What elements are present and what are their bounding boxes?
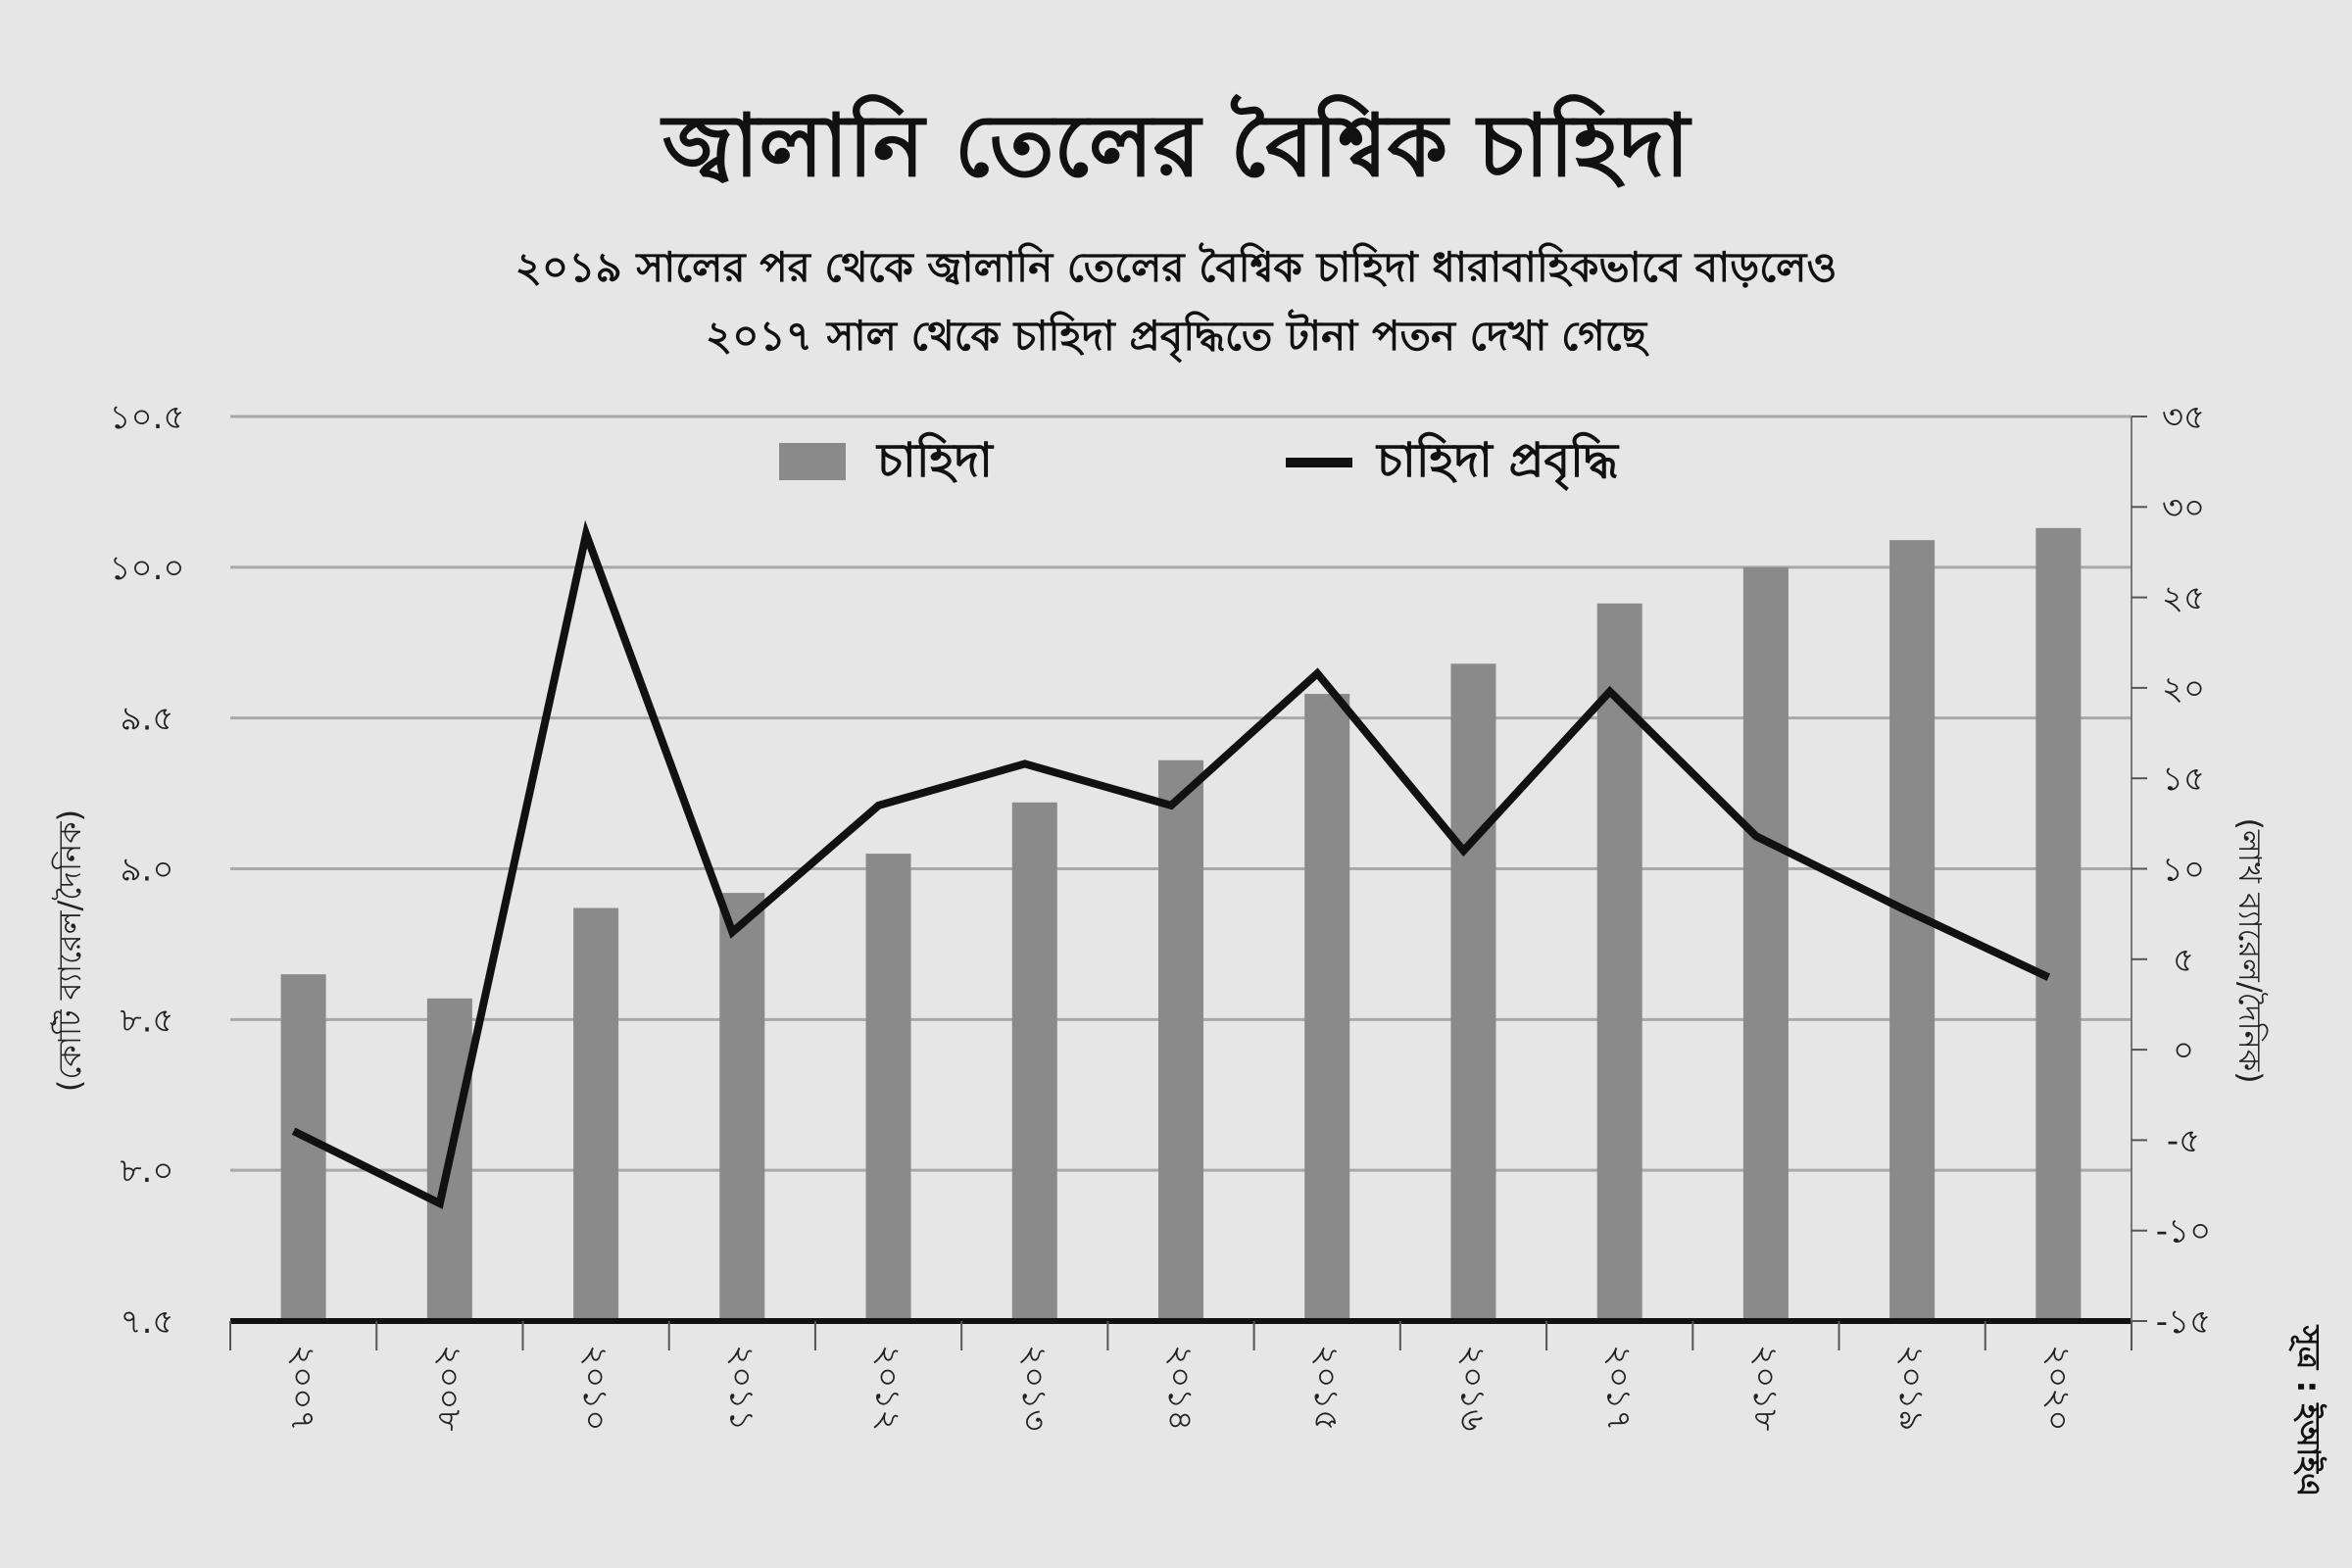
x-axis-ticks: ২০০৭ ২০০৮ ২০১০ ২০১১ ২০১২ ২০১৩ ২০১৪ ২০১৫ ২০১৬ ২০১৭…	[283, 1345, 2078, 1431]
bar-11	[1889, 540, 1936, 1321]
right-tick-label: ৩৫	[2162, 398, 2205, 437]
right-tick-label: ৫	[2173, 941, 2194, 980]
growth-line-path	[291, 519, 2051, 1209]
bar-10	[1742, 566, 1788, 1321]
chart-title: জ্বালানি তেলের বৈশ্বিক চাহিদা	[662, 95, 1690, 196]
left-tick-label: ৭.৫	[121, 1302, 174, 1342]
right-tick-label: ৩০	[2162, 488, 2205, 527]
left-tick-label: ১০.৫	[109, 398, 184, 437]
left-tick-label: ১০.০	[109, 549, 184, 588]
source-note: সূত্র : ইআইএ	[2288, 1325, 2328, 1497]
x-tick-label: ২০১১	[721, 1345, 760, 1431]
legend-label-demand: চাহিদা	[875, 432, 995, 488]
x-tick-label: ২০১২	[868, 1345, 907, 1431]
chart-subtitle-line-2: ২০১৭ সাল থেকে চাহিদা প্রবৃদ্ধিতে টানা পত…	[705, 312, 1647, 360]
right-tick-label: -৫	[2167, 1121, 2200, 1160]
legend: চাহিদা চাহিদা প্রবৃদ্ধি	[779, 432, 1620, 492]
bar-12	[2035, 527, 2082, 1321]
x-tick-label: ২০১৯	[1891, 1345, 1931, 1431]
x-tick-label: ২০১৫	[1306, 1345, 1346, 1431]
bar-8	[1450, 663, 1496, 1321]
right-axis-ticks: -১৫ -১০ -৫ ০ ৫ ১০ ১৫ ২০ ২৫ ৩০ ৩৫	[2156, 398, 2211, 1342]
left-axis-label: (কোটি ব্যারেল/দৈনিক)	[50, 809, 88, 1092]
right-tick-label: ১৫	[2162, 760, 2205, 799]
legend-bar-swatch	[779, 443, 846, 480]
right-axis-label: (লাখ ব্যারেল/দৈনিক)	[2231, 817, 2269, 1083]
left-tick-label: ৯.০	[121, 851, 174, 890]
x-tick-label: ২০২০	[2037, 1345, 2077, 1431]
left-tick-label: ৯.৫	[121, 700, 174, 739]
growth-line	[291, 519, 2051, 1209]
right-tick-label: -১০	[2156, 1212, 2211, 1251]
gridlines	[230, 415, 2132, 1172]
bar-5	[1011, 802, 1057, 1321]
bar-4	[865, 854, 911, 1321]
x-tick-label: ২০১৮	[1745, 1345, 1785, 1431]
legend-line-swatch	[1286, 458, 1352, 467]
x-tick-label: ২০০৮	[429, 1345, 468, 1431]
left-tick-label: ৮.০	[121, 1152, 174, 1191]
axes	[229, 416, 2147, 1350]
right-tick-label: ০	[2173, 1031, 2194, 1070]
bar-2	[573, 907, 619, 1321]
bar-7	[1304, 694, 1350, 1321]
x-tick-label: ২০১০	[575, 1345, 614, 1431]
bar-9	[1596, 603, 1642, 1321]
legend-label-growth: চাহিদা প্রবৃদ্ধি	[1375, 432, 1620, 492]
bars	[280, 527, 2082, 1321]
x-tick-label: ২০১৪	[1160, 1345, 1200, 1431]
right-tick-label: ২৫	[2162, 579, 2205, 618]
x-tick-label: ২০১৭	[1599, 1345, 1639, 1431]
right-tick-label: -১৫	[2156, 1302, 2211, 1342]
bar-6	[1158, 760, 1203, 1321]
right-tick-label: ১০	[2162, 851, 2205, 890]
x-tick-label: ২০০৭	[283, 1345, 322, 1431]
bar-3	[719, 893, 765, 1321]
x-tick-label: ২০১৬	[1452, 1345, 1492, 1431]
right-tick-label: ২০	[2162, 669, 2205, 709]
left-tick-label: ৮.৫	[121, 1001, 174, 1040]
x-tick-label: ২০১৩	[1014, 1345, 1054, 1431]
chart-subtitle-line-1: ২০১৯ সালের পর থেকে জ্বালানি তেলের বৈশ্বি…	[514, 243, 1838, 291]
left-axis-ticks: ৭.৫ ৮.০ ৮.৫ ৯.০ ৯.৫ ১০.০ ১০.৫	[109, 398, 184, 1342]
